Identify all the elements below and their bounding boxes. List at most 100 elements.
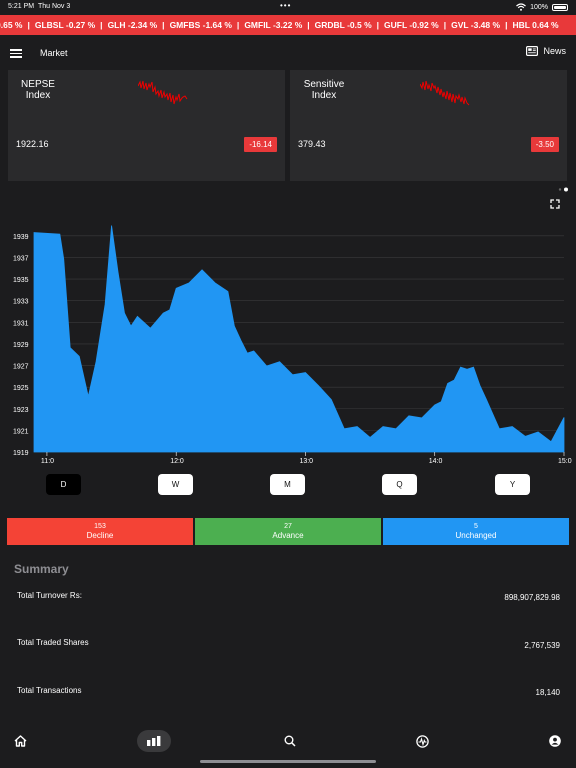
period-button-y[interactable]: Y xyxy=(495,474,530,495)
x-tick-label: 12:0 xyxy=(170,458,184,465)
breadth-count: 153 xyxy=(94,523,106,530)
period-button-m[interactable]: M xyxy=(270,474,305,495)
index-value: 379.43 xyxy=(298,139,326,149)
multitask-dots[interactable]: ••• xyxy=(280,1,292,10)
market-breadth: 153 Decline 27 Advance 5 Unchanged xyxy=(7,518,569,545)
x-tick-label: 13:0 xyxy=(299,458,313,465)
summary-label: Total Transactions xyxy=(17,686,82,695)
status-time: 5:21 PM Thu Nov 3 xyxy=(8,3,71,10)
y-tick-label: 1939 xyxy=(13,234,29,241)
period-button-w[interactable]: W xyxy=(158,474,193,495)
battery-percent: 100% xyxy=(530,3,548,11)
index-card-sensitive[interactable]: Sensitive Index 379.43 -3.50 xyxy=(290,70,567,181)
x-tick-label: 15:0 xyxy=(558,458,572,465)
ticker-item[interactable]: GUFL -0.92 % xyxy=(384,20,439,30)
breadth-advance[interactable]: 27 Advance xyxy=(195,518,381,545)
x-tick-label: 14:0 xyxy=(429,458,443,465)
y-tick-label: 1923 xyxy=(13,407,29,414)
news-label: News xyxy=(543,46,566,56)
ticker-separator: | xyxy=(236,20,240,30)
tab-activity[interactable] xyxy=(405,730,439,752)
nav-bar: Market News xyxy=(0,38,576,68)
tab-home[interactable] xyxy=(3,730,37,752)
y-tick-label: 1935 xyxy=(13,277,29,284)
price-area xyxy=(33,225,565,453)
summary-row-turnover: Total Turnover Rs: 898,907,829.98 xyxy=(17,591,560,605)
search-icon xyxy=(284,735,296,747)
summary-row-transactions: Total Transactions 18,140 xyxy=(17,686,560,700)
y-tick-label: 1927 xyxy=(13,364,29,371)
period-button-q[interactable]: Q xyxy=(382,474,417,495)
ticker-item[interactable]: GMFIL -3.22 % xyxy=(244,20,303,30)
home-indicator[interactable] xyxy=(200,760,376,763)
sparkline xyxy=(420,80,470,106)
menu-icon[interactable] xyxy=(10,49,22,58)
index-cards: NEPSE Index 1922.16 -16.14 Sensitive Ind… xyxy=(8,70,568,182)
breadth-label: Decline xyxy=(86,531,114,540)
y-tick-label: 1925 xyxy=(13,385,29,392)
tab-bar xyxy=(0,726,576,768)
ticker-separator: | xyxy=(307,20,310,30)
ticker-separator: | xyxy=(100,20,103,30)
y-tick-label: 1921 xyxy=(13,428,29,435)
breadth-unchanged[interactable]: 5 Unchanged xyxy=(383,518,569,545)
ticker-item[interactable]: HBL 0.64 % xyxy=(512,20,559,30)
sparkline xyxy=(138,80,188,105)
ticker-item[interactable]: GRDBL -0.5 % xyxy=(314,20,372,30)
period-button-d[interactable]: D xyxy=(46,474,81,495)
ticker-separator: | xyxy=(505,20,508,30)
ticker-separator: | xyxy=(376,20,380,30)
breadth-label: Advance xyxy=(272,531,304,540)
summary-row-shares: Total Traded Shares 2,767,539 xyxy=(17,638,560,652)
x-tick-label: 11:0 xyxy=(41,458,54,465)
summary-label: Total Traded Shares xyxy=(17,638,89,647)
breadth-decline[interactable]: 153 Decline xyxy=(7,518,193,545)
index-name: Sensitive Index xyxy=(303,79,345,101)
ticker-separator: | xyxy=(443,20,447,30)
ticker-separator: | xyxy=(162,20,165,30)
ticker-item[interactable]: GLBSL -0.27 % xyxy=(34,20,96,30)
index-name: NEPSE Index xyxy=(21,79,55,101)
y-tick-label: 1919 xyxy=(13,450,29,457)
summary-title: Summary xyxy=(14,562,69,576)
breadth-count: 5 xyxy=(474,523,478,530)
activity-icon xyxy=(415,734,429,748)
wifi-icon xyxy=(516,3,526,11)
ticker-track: 0.65 % | GLBSL -0.27 % | GLH -2.34 % | GMFBS -… xyxy=(0,15,559,35)
y-tick-label: 1931 xyxy=(13,320,29,327)
summary-label: Total Turnover Rs: xyxy=(17,591,82,600)
summary-value: 898,907,829.98 xyxy=(504,593,560,602)
summary-value: 18,140 xyxy=(535,688,560,697)
ticker-item[interactable]: GMFBS -1.64 % xyxy=(169,20,232,30)
ticker-item[interactable]: GVL -3.48 % xyxy=(451,20,501,30)
breadth-label: Unchanged xyxy=(455,531,497,540)
market-bars-icon xyxy=(147,736,161,746)
index-card-nepse[interactable]: NEPSE Index 1922.16 -16.14 xyxy=(8,70,285,181)
y-tick-label: 1933 xyxy=(13,299,29,306)
ticker-bar: 0.65 % | GLBSL -0.27 % | GLH -2.34 % | GMFBS -… xyxy=(0,15,576,35)
y-tick-label: 1937 xyxy=(13,255,29,262)
status-right: 100% xyxy=(516,3,568,11)
intraday-chart[interactable]: 1939 1937 1935 1933 1931 1929 1927 1925 1923 1921… xyxy=(0,215,576,475)
news-button[interactable]: News xyxy=(526,46,566,56)
profile-icon xyxy=(549,735,561,747)
newspaper-icon xyxy=(526,46,539,56)
index-value: 1922.16 xyxy=(16,139,49,149)
index-change-badge: -16.14 xyxy=(244,137,277,152)
ticker-item[interactable]: GLH -2.34 % xyxy=(107,20,158,30)
index-change-badge: -3.50 xyxy=(530,137,559,152)
nav-title: Market xyxy=(40,48,68,58)
ticker-separator: | xyxy=(27,20,30,30)
home-icon xyxy=(14,735,26,747)
y-tick-label: 1929 xyxy=(13,342,29,349)
summary-value: 2,767,539 xyxy=(524,641,560,650)
tab-market[interactable] xyxy=(137,730,171,752)
tab-search[interactable] xyxy=(273,730,307,752)
breadth-count: 27 xyxy=(284,523,292,530)
fullscreen-icon[interactable] xyxy=(550,199,560,209)
page-indicator xyxy=(558,187,568,192)
status-bar: 5:21 PM Thu Nov 3 ••• 100% xyxy=(0,0,576,14)
tab-profile[interactable] xyxy=(538,730,572,752)
ticker-item[interactable]: 0.65 % xyxy=(0,20,23,30)
